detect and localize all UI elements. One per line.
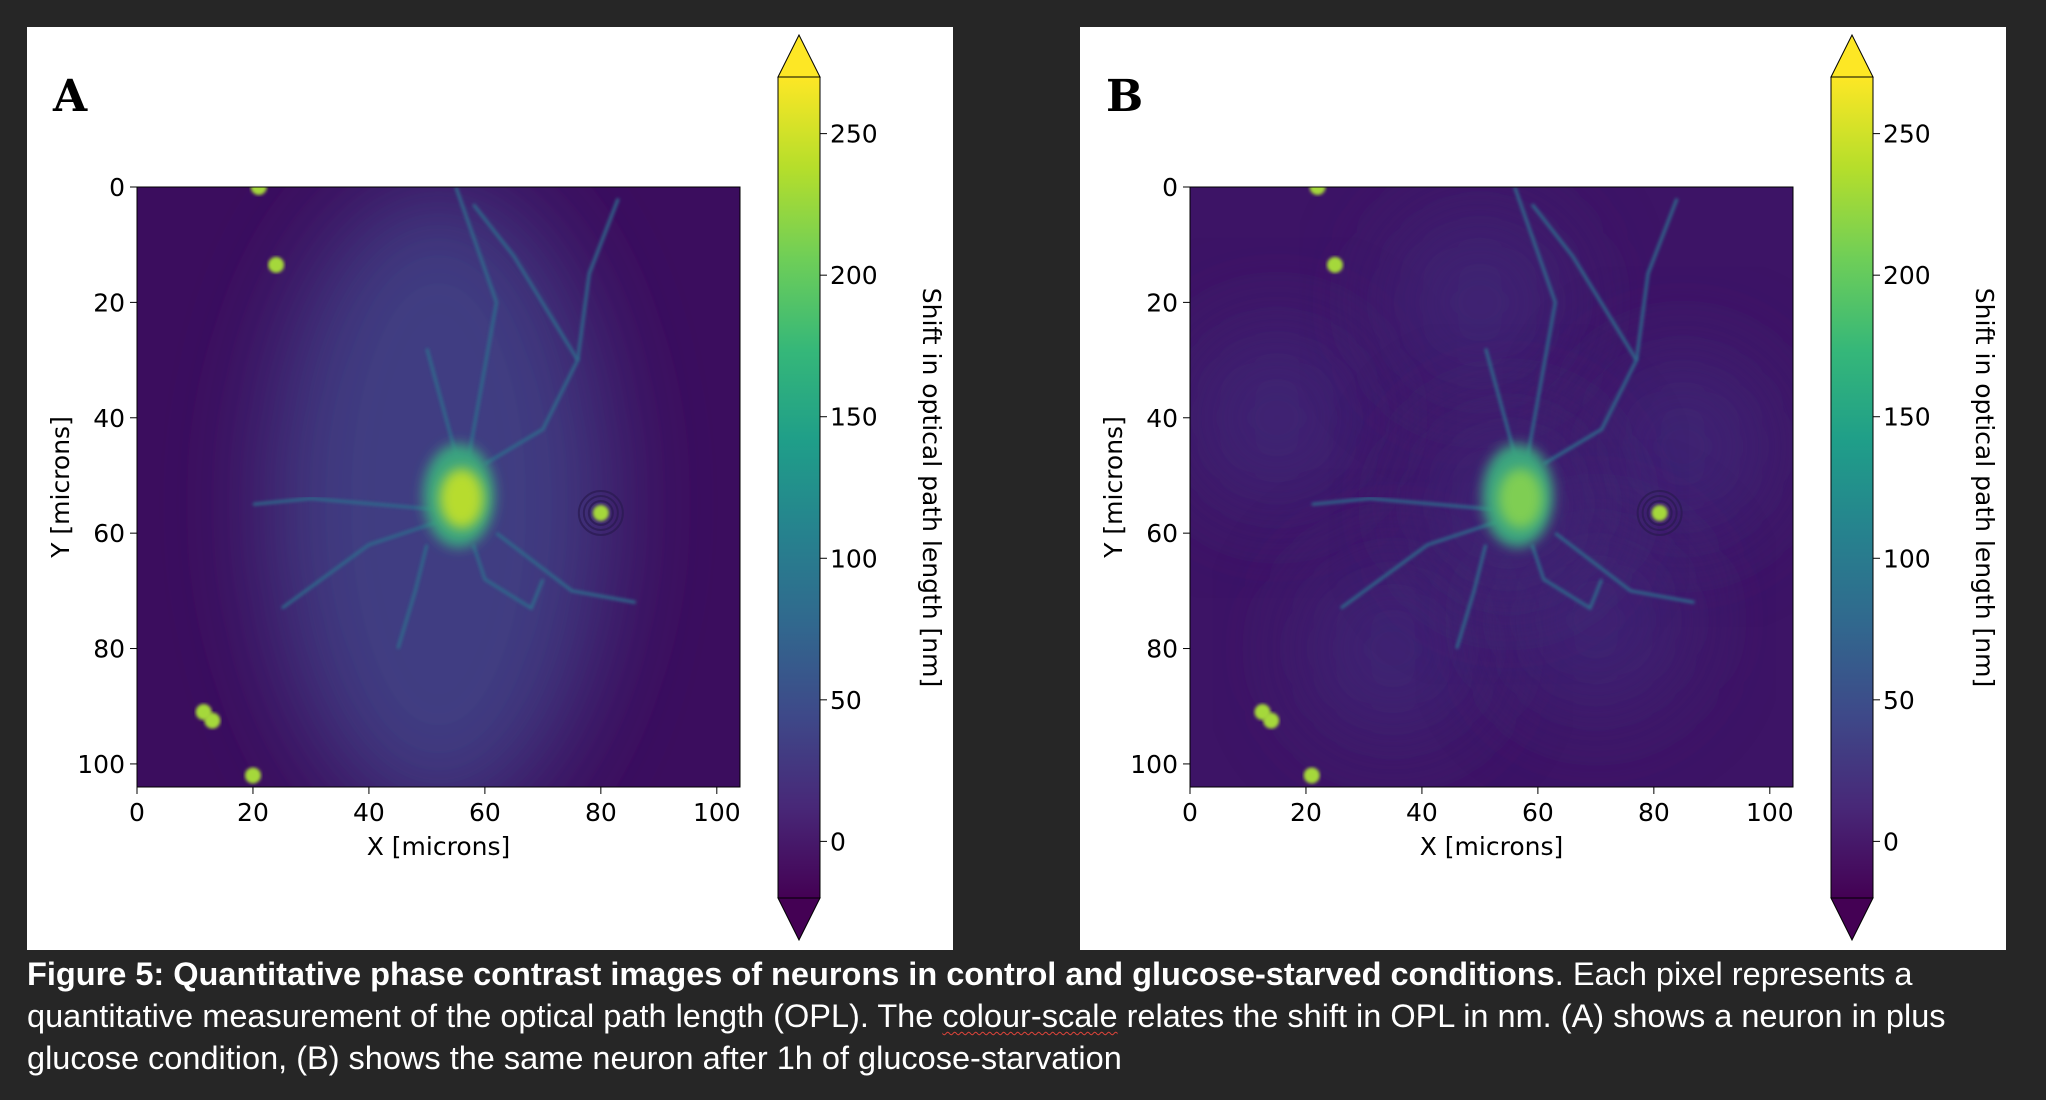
neurite	[1311, 497, 1504, 512]
diffraction-ring	[577, 489, 624, 536]
neurite	[281, 520, 439, 610]
particle	[244, 767, 261, 784]
x-axis-label: X [microns]	[367, 832, 511, 861]
neurite	[1530, 544, 1604, 611]
diffraction-ring	[1641, 494, 1678, 531]
diffraction-ring	[582, 494, 619, 531]
y-tick-label: 20	[1146, 288, 1178, 317]
particle	[592, 504, 609, 521]
x-tick-label: 20	[237, 798, 269, 827]
y-tick-label: 40	[1146, 404, 1178, 433]
x-tick-label: 40	[353, 798, 385, 827]
y-tick-label: 60	[1146, 519, 1178, 548]
y-tick-label: 60	[93, 519, 125, 548]
x-tick-label: 0	[129, 798, 145, 827]
particle	[1263, 712, 1280, 729]
cell-nucleus	[1498, 468, 1543, 529]
cell-nucleus	[439, 468, 484, 529]
x-tick-label: 40	[1406, 798, 1438, 827]
particle	[250, 187, 267, 195]
axes-frame	[1189, 186, 1794, 788]
y-tick-label: 20	[93, 288, 125, 317]
caption-title: Figure 5: Quantitative phase contrast im…	[27, 956, 1555, 992]
x-tick-label: 80	[585, 798, 617, 827]
neurite	[1530, 203, 1638, 361]
colorbar-tick-label: 250	[1883, 120, 1931, 149]
y-tick-label: 100	[77, 750, 125, 779]
colorbar-tick-label: 150	[830, 403, 878, 432]
halo	[1190, 327, 1367, 508]
colorbar-tick-label: 250	[830, 120, 878, 149]
neurite	[1554, 531, 1695, 604]
diffraction-ring	[587, 499, 614, 526]
neurite	[1339, 520, 1498, 610]
axes-frame	[136, 186, 741, 788]
neurite	[1513, 187, 1557, 465]
diffraction-ring	[1646, 499, 1673, 526]
neurite	[252, 497, 445, 512]
colorbar-extend-min	[777, 897, 821, 942]
neurite	[454, 187, 499, 465]
y-axis-label: Y [microns]	[46, 416, 75, 559]
colorbar-tick-label: 150	[1883, 403, 1931, 432]
x-axis-label: X [microns]	[1420, 832, 1564, 861]
diffraction-ring	[1636, 489, 1683, 536]
colorbar	[1830, 76, 1874, 899]
particle	[1326, 256, 1343, 273]
halo	[1389, 212, 1570, 393]
neurite	[495, 531, 636, 604]
colorbar	[777, 76, 821, 899]
x-tick-label: 60	[469, 798, 501, 827]
colorbar-extend-max	[777, 33, 821, 78]
particle	[1309, 187, 1326, 195]
x-tick-label: 100	[1746, 798, 1794, 827]
colorbar-tick-label: 50	[830, 686, 862, 715]
colorbar-tick-label: 100	[830, 544, 878, 573]
particle	[204, 712, 221, 729]
x-tick-label: 60	[1522, 798, 1554, 827]
y-tick-label: 0	[1162, 173, 1178, 202]
x-tick-label: 80	[1638, 798, 1670, 827]
neurite	[1455, 544, 1488, 649]
x-tick-label: 20	[1290, 798, 1322, 827]
neurite	[396, 544, 429, 649]
x-tick-label: 100	[693, 798, 741, 827]
particle	[1651, 504, 1668, 521]
colorbar-extend-min	[1830, 897, 1874, 942]
caption-text: . Each pixel represents a quantitative m…	[27, 956, 1913, 1034]
colorbar-tick-label: 200	[1883, 261, 1931, 290]
caption-text-2: relates the shift in OPL in nm. (A) show…	[27, 998, 1946, 1076]
panel-label: B	[1106, 71, 1144, 122]
colorbar-tick-label: 100	[1883, 544, 1931, 573]
y-tick-label: 0	[109, 173, 125, 202]
y-tick-label: 100	[1130, 750, 1178, 779]
colorbar-tick-label: 200	[830, 261, 878, 290]
halo	[1592, 356, 1773, 537]
halo	[1302, 558, 1483, 739]
panel-label: A	[53, 71, 88, 122]
neurite	[471, 544, 545, 611]
panel-b: 0 20 40 60 80 100 0 20 40 60 80 100 X [microns] Y [mi…	[1080, 27, 2006, 950]
figure-caption: Figure 5: Quantitative phase contrast im…	[27, 953, 2007, 1079]
y-tick-label: 80	[93, 635, 125, 664]
x-tick-label: 0	[1182, 798, 1198, 827]
heatmap-image	[1190, 187, 1793, 787]
caption-misspelled-word: colour-scale	[942, 998, 1118, 1034]
colorbar-extend-max	[1830, 33, 1874, 78]
y-tick-label: 80	[1146, 635, 1178, 664]
colorbar-tick-label: 0	[830, 827, 846, 856]
neurite	[472, 203, 579, 361]
colorbar-tick-label: 0	[1883, 827, 1899, 856]
y-axis-label: Y [microns]	[1099, 416, 1128, 559]
colorbar-label: Shift in optical path length [nm]	[917, 288, 946, 688]
heatmap-image	[137, 187, 740, 787]
y-tick-label: 40	[93, 404, 125, 433]
colorbar-label: Shift in optical path length [nm]	[1970, 288, 1999, 688]
colorbar-tick-label: 50	[1883, 686, 1915, 715]
panel-a: 0 20 40 60 80 100 0 20 40 60 80 100 X [microns] Y [mi…	[27, 27, 953, 950]
particle	[268, 256, 285, 273]
particle	[1303, 767, 1320, 784]
